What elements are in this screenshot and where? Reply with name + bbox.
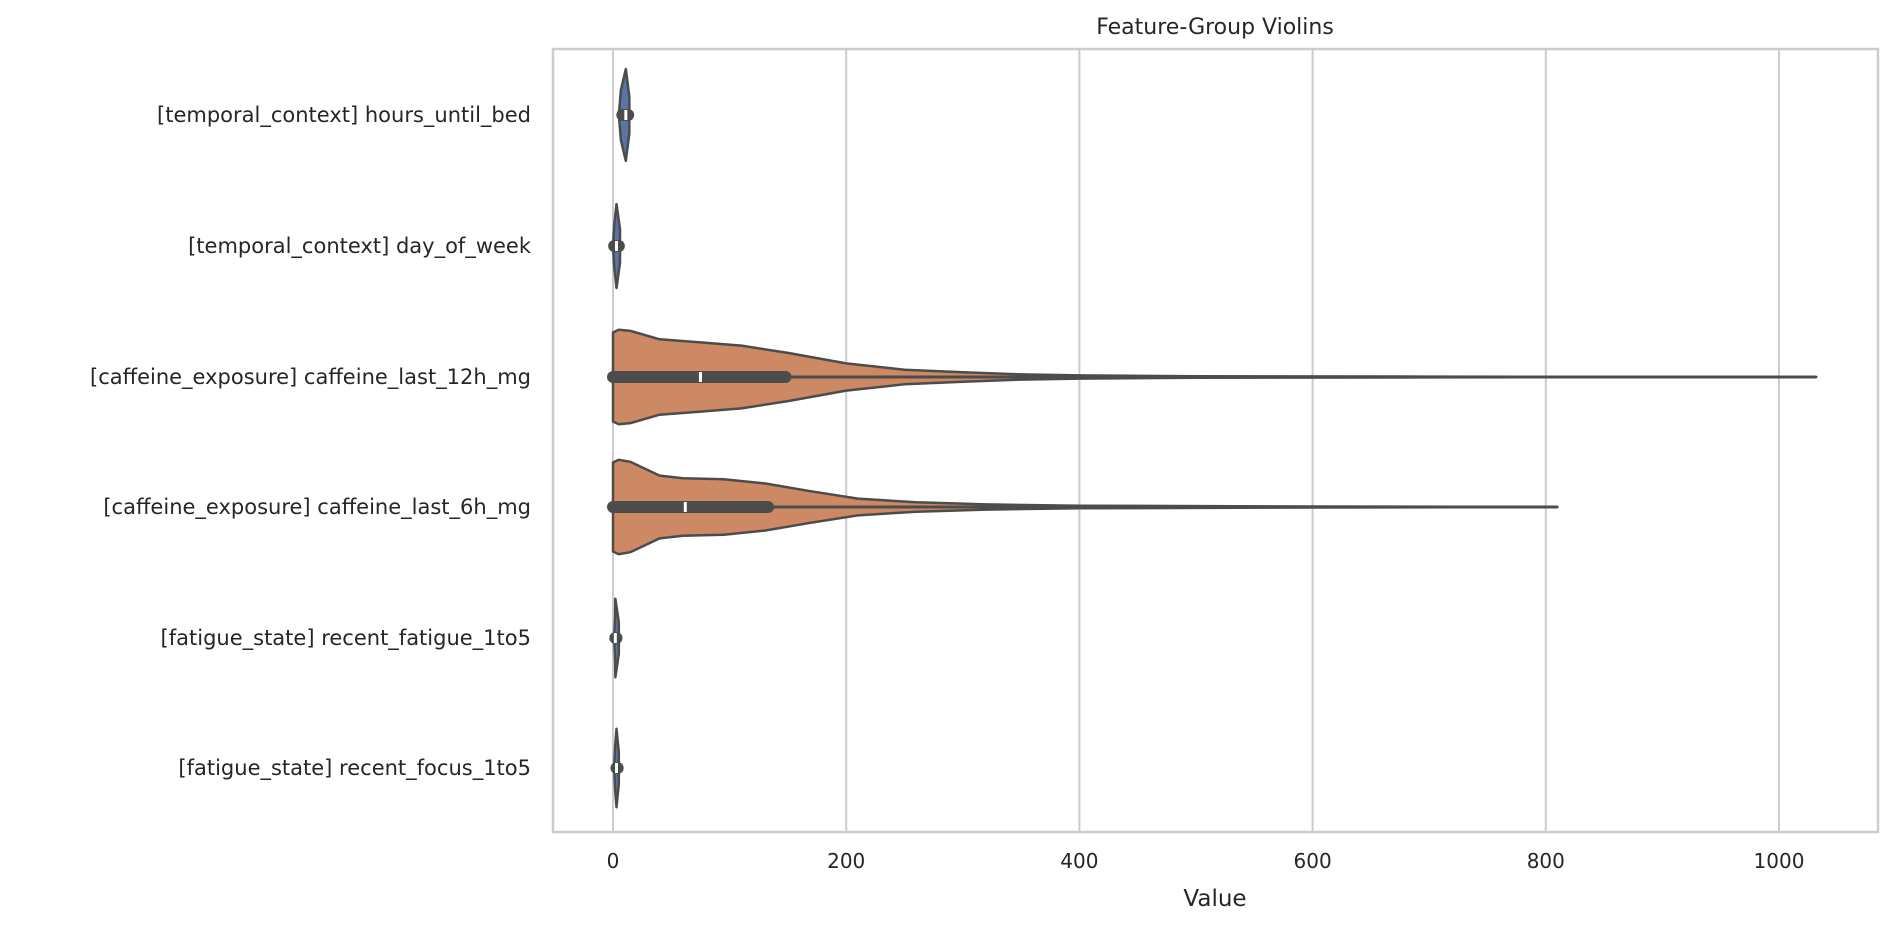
y-tick-label: [fatigue_state] recent_focus_1to5 (178, 756, 531, 781)
violin-2 (607, 328, 1818, 426)
median-marker (683, 502, 687, 512)
violin-1 (608, 202, 625, 290)
median-marker (614, 763, 618, 773)
median-marker (624, 110, 628, 120)
x-gridlines (612, 49, 1780, 832)
x-tick-label: 0 (607, 849, 620, 873)
x-axis-label: Value (1183, 886, 1246, 912)
y-tick-label: [fatigue_state] recent_fatigue_1to5 (161, 626, 531, 651)
median-marker (613, 633, 617, 643)
y-tick-labels: [temporal_context] hours_until_bed [tempo… (90, 103, 532, 781)
median-marker (698, 372, 702, 382)
chart-title: Feature-Group Violins (1096, 15, 1334, 40)
y-tick-label: [caffeine_exposure] caffeine_last_6h_mg (103, 495, 531, 520)
violin-5 (610, 727, 624, 809)
x-tick-labels: 0 200 400 600 800 1000 (607, 849, 1805, 873)
x-tick-label: 1000 (1754, 849, 1805, 873)
median-marker (614, 241, 618, 251)
y-tick-label: [temporal_context] day_of_week (188, 234, 532, 259)
y-tick-label: [caffeine_exposure] caffeine_last_12h_mg (90, 365, 531, 390)
violin-0 (616, 67, 635, 163)
x-tick-label: 600 (1294, 849, 1332, 873)
violin-4 (609, 597, 623, 679)
x-tick-label: 800 (1527, 849, 1565, 873)
plot-frame (551, 47, 1880, 834)
violin-3 (607, 458, 1559, 556)
x-tick-label: 400 (1060, 849, 1098, 873)
violins (607, 67, 1818, 809)
x-tick-label: 200 (827, 849, 865, 873)
y-tick-label: [temporal_context] hours_until_bed (157, 103, 531, 128)
